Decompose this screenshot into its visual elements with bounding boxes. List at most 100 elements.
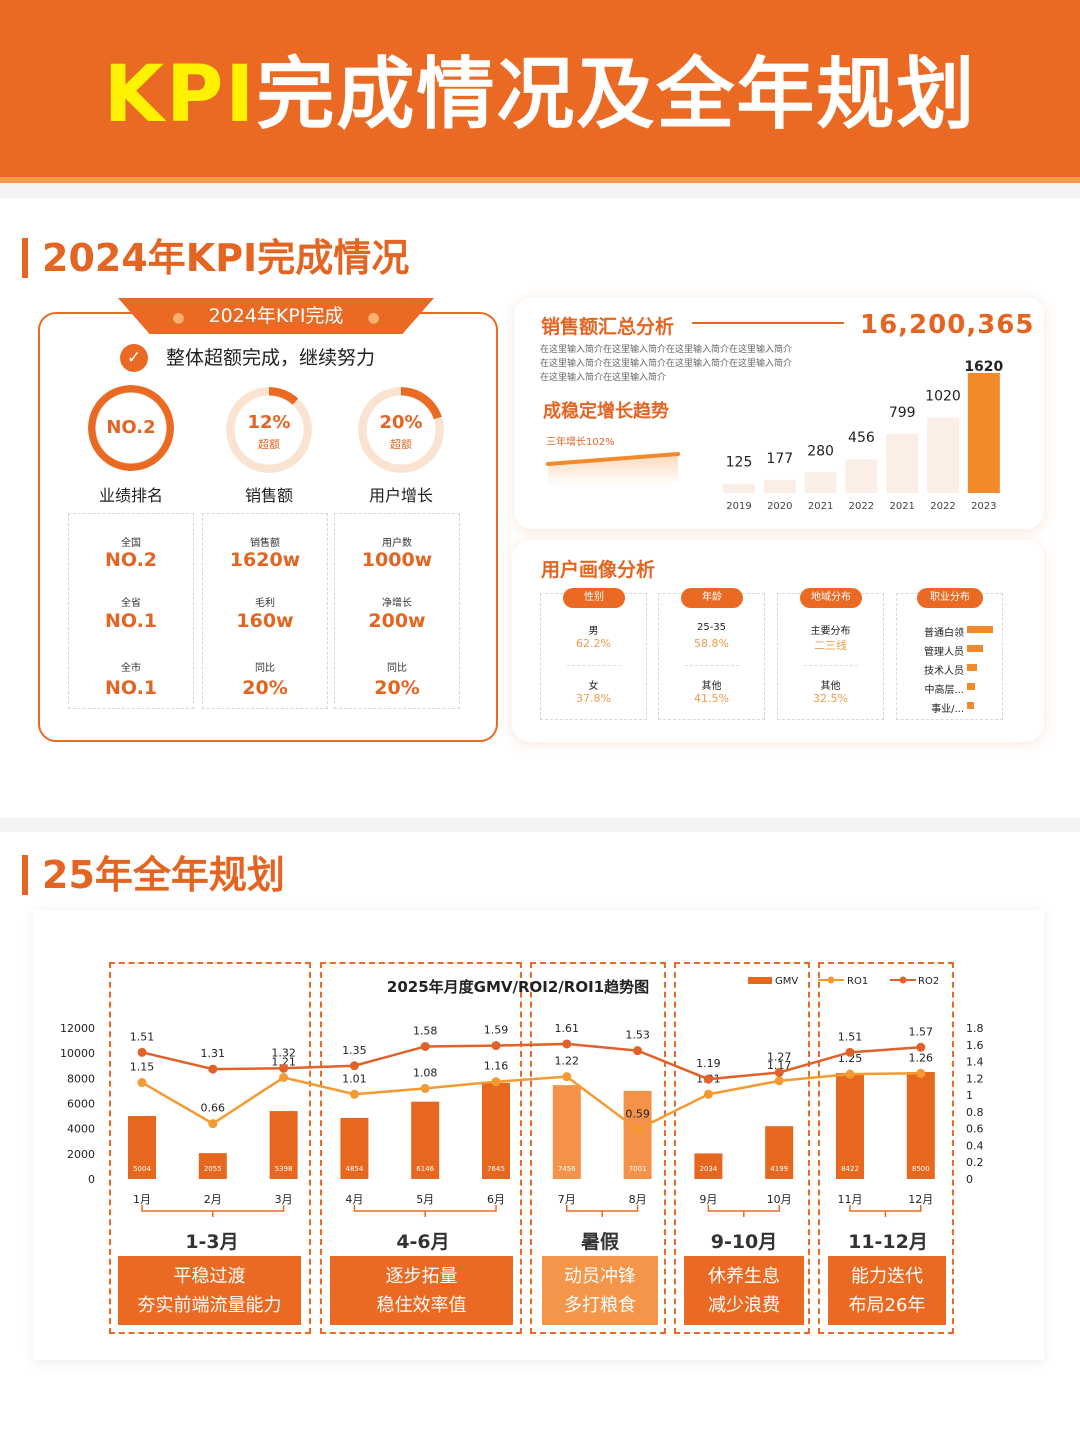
ro1-point [491, 1077, 501, 1087]
y-left-tick: 8000 [67, 1072, 95, 1085]
ring-ranking: NO.2 [88, 385, 174, 471]
cell-label: 同比 [387, 663, 407, 674]
occupation-bar [967, 626, 993, 633]
gmv-bar-label: 2034 [699, 1165, 717, 1173]
sales-desc-3: 在这里输入简介在这里输入简介 [540, 373, 667, 383]
ro1-line [141, 1072, 921, 1131]
ro1-label: 1.01 [342, 1072, 367, 1085]
ring-sales-sub: 超额 [258, 438, 280, 451]
kpi-card [38, 312, 498, 742]
quarter-label: 暑假 [580, 1231, 619, 1253]
quarter-plan-4: 休养生息 减少浪费 [684, 1256, 804, 1325]
sales-bar [804, 472, 837, 493]
ro1-point [420, 1083, 430, 1093]
y-right-tick: 0 [966, 1173, 973, 1186]
profile-tag: 性别 [563, 588, 625, 608]
sales-bar-label: 1620 [964, 359, 1003, 375]
y-right-tick: 1.2 [966, 1072, 984, 1085]
trend-title: 成稳定增长趋势 [543, 401, 669, 422]
ring-label-users: 用户增长 [368, 486, 433, 505]
ring-users-progress [358, 387, 444, 473]
ro2-point [137, 1047, 147, 1057]
quarter-bracket [353, 1205, 497, 1217]
ro2-point [703, 1074, 713, 1084]
ro2-label: 1.27 [767, 1050, 792, 1063]
sales-bar [763, 479, 796, 493]
cell-label: 全市 [121, 663, 141, 674]
gmv-bar-label: 6146 [416, 1165, 434, 1173]
ro2-point [633, 1046, 643, 1056]
y-right-tick: 0.8 [966, 1106, 984, 1119]
gmv-bar-label: 4854 [345, 1165, 363, 1173]
cell-value: 160w [236, 610, 294, 632]
ring-ranking-value: NO.2 [106, 417, 156, 438]
ring-label-sales: 销售额 [244, 486, 293, 505]
ro2-label: 1.51 [838, 1030, 863, 1043]
ro1-label: 1.17 [767, 1059, 792, 1072]
quarter-plan-1: 平稳过渡 夯实前端流量能力 [118, 1256, 301, 1325]
gmv-bar-label: 2055 [204, 1165, 222, 1173]
gmv-bar [906, 1072, 935, 1179]
profile-item-value: 58.8% [694, 637, 729, 650]
profile-item-name: 其他 [820, 681, 841, 692]
gmv-bar-label: 5004 [133, 1165, 151, 1173]
cell-value: NO.2 [104, 549, 158, 571]
gmv-bar [269, 1111, 298, 1179]
cell-label: 净增长 [382, 598, 412, 609]
occupation-bar [967, 683, 975, 690]
x-axis-tick: 2月 [204, 1193, 222, 1206]
ring-users-sub: 超额 [390, 438, 412, 451]
sales-bar [927, 417, 959, 493]
profile-item-value: 37.8% [576, 692, 611, 705]
cell-value: NO.1 [104, 610, 158, 632]
quarter-bracket [566, 1205, 639, 1217]
cell-label: 全国 [121, 538, 141, 549]
profile-tag: 职业分布 [917, 588, 983, 608]
sales-summary-title: 销售额汇总分析 [541, 316, 675, 338]
y-right-tick: 1.8 [966, 1022, 984, 1035]
y-right-tick: 0.2 [966, 1156, 984, 1169]
sales-bar-label: 1020 [925, 388, 961, 404]
ro1-label: 1.08 [413, 1066, 438, 1079]
y-right-tick: 1.4 [966, 1056, 984, 1069]
legend-ro2-dot [899, 976, 907, 984]
occupation-item: 技术人员 [897, 662, 1002, 677]
ring-ranking-progress [88, 385, 174, 471]
legend-gmv-label: GMV [775, 976, 798, 987]
sales-year-label: 2023 [971, 501, 996, 512]
ring-sales-progress [226, 387, 312, 473]
ro1-point [349, 1089, 359, 1099]
x-axis-tick: 6月 [487, 1193, 505, 1206]
occupation-item: 管理人员 [897, 643, 1002, 658]
ro1-label: 1.25 [838, 1052, 863, 1065]
ro1-label: 1.22 [555, 1055, 580, 1068]
occupation-label: 技术人员 [924, 666, 964, 677]
kpi-status-text: 整体超额完成，继续努力 [166, 347, 376, 369]
ro1-label: 0.66 [201, 1102, 226, 1115]
ro2-point [279, 1063, 289, 1073]
sales-year-label: 2022 [930, 501, 955, 512]
x-axis-tick: 11月 [838, 1193, 863, 1206]
cell-label: 毛利 [255, 598, 275, 609]
gmv-bar [836, 1073, 864, 1179]
divider [804, 665, 858, 666]
ro1-point [916, 1068, 926, 1078]
cell-label: 用户数 [382, 538, 412, 549]
profile-item-value: 41.5% [694, 692, 729, 705]
y-right-tick: 1.6 [966, 1039, 984, 1052]
gmv-bar [198, 1153, 227, 1179]
sales-year-label: 2021 [808, 501, 833, 512]
profile-item-name: 男 [588, 626, 599, 637]
gmv-bar-label: 7001 [629, 1165, 647, 1173]
gmv-bar [128, 1116, 156, 1179]
sales-total: 16,200,365 [860, 310, 1035, 340]
quarter-label: 1-3月 [185, 1231, 239, 1253]
ring-sales-value: 12% [247, 412, 291, 433]
ro2-label: 1.57 [909, 1025, 934, 1038]
quarter-box-1 [109, 962, 311, 1334]
ro2-point [845, 1047, 855, 1057]
ro2-label: 1.31 [201, 1047, 226, 1060]
page-title: KPI完成情况及全年规划 [103, 50, 977, 140]
ro1-point [703, 1089, 713, 1099]
kpi-card-tab: ● 2024年KPI完成 ● [118, 298, 434, 334]
